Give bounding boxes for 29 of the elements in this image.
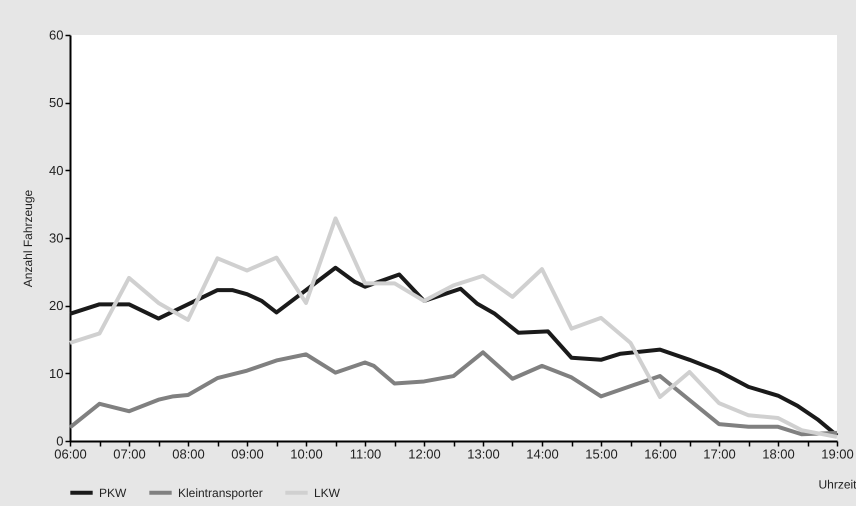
x-tick-label: 10:00 bbox=[290, 446, 323, 462]
y-tick-label: 30 bbox=[49, 230, 64, 246]
x-tick-label: 07:00 bbox=[113, 446, 146, 462]
y-tick-label: 60 bbox=[49, 28, 64, 42]
x-tick-label: 14:00 bbox=[526, 446, 559, 462]
line-series bbox=[68, 350, 839, 436]
x-axis-title: Uhrzeit bbox=[818, 478, 856, 492]
y-tick-label: 50 bbox=[49, 95, 64, 110]
x-tick-label: 06:00 bbox=[54, 446, 87, 462]
y-tick-label: 0 bbox=[56, 434, 64, 448]
y-tick-label: 40 bbox=[49, 162, 64, 178]
x-tick-label: 11:00 bbox=[350, 446, 382, 462]
x-tick-label: 09:00 bbox=[231, 446, 264, 462]
x-tick-label: 17:00 bbox=[703, 446, 736, 462]
x-tick-label: 19:00 bbox=[821, 446, 854, 462]
x-tick-label: 12:00 bbox=[408, 446, 441, 462]
x-tick-label: 15:00 bbox=[585, 446, 618, 462]
x-tick-label: 18:00 bbox=[762, 446, 795, 462]
legend-label: LKW bbox=[314, 486, 341, 500]
y-tick-label: 10 bbox=[49, 366, 64, 381]
x-tick-label: 08:00 bbox=[172, 446, 205, 462]
line-series bbox=[68, 216, 839, 439]
legend-label: Kleintransporter bbox=[178, 486, 263, 500]
line-series bbox=[68, 266, 839, 438]
legend-label: PKW bbox=[99, 486, 128, 500]
x-tick-label: 13:00 bbox=[467, 446, 500, 462]
y-axis-title: Anzahl Fahrzeuge bbox=[21, 189, 36, 288]
x-tick-label: 16:00 bbox=[644, 446, 677, 462]
y-tick-label: 20 bbox=[49, 298, 64, 314]
